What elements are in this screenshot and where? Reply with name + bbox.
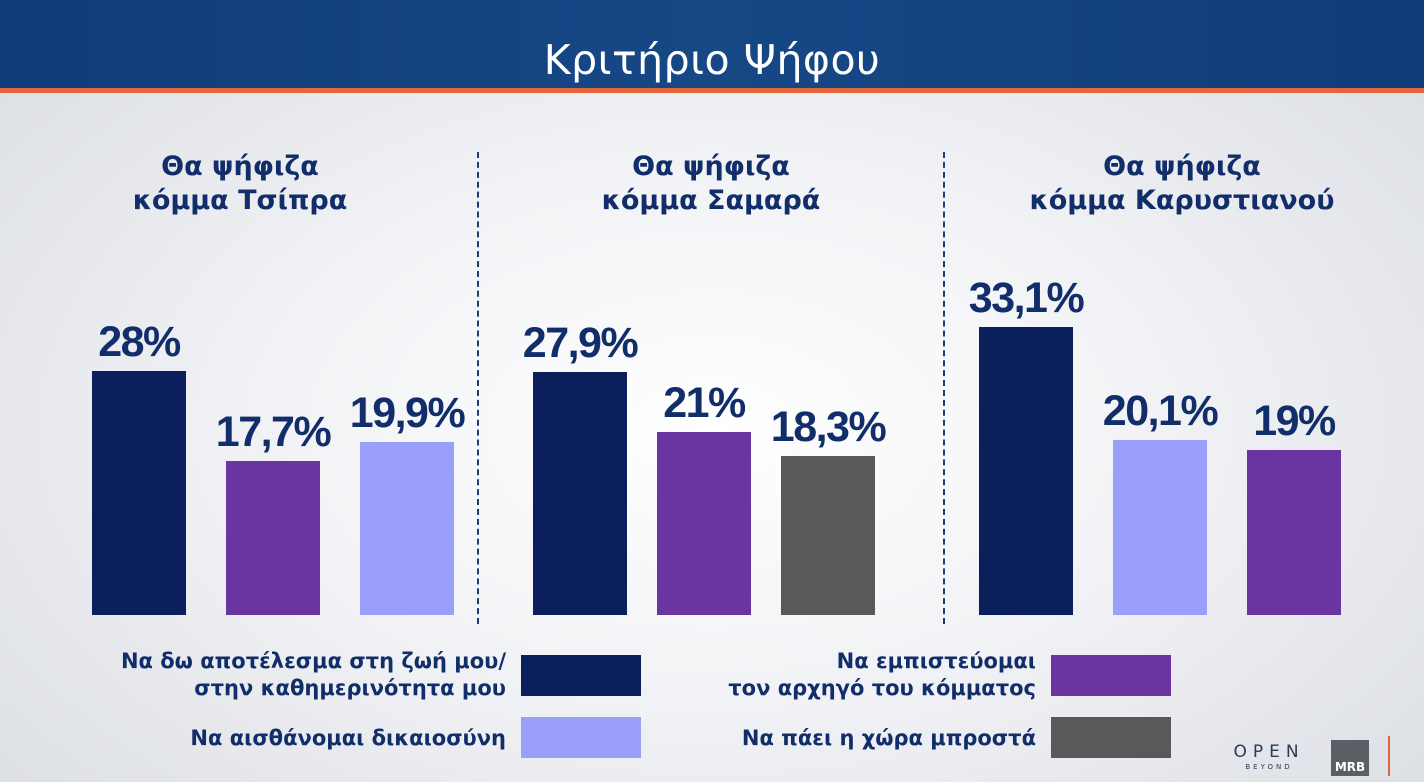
legend-swatch-country xyxy=(1051,717,1171,758)
legend-label-country: Να πάει η χώρα μπροστά xyxy=(742,725,1036,752)
legend-label-leader: Να εμπιστεύομαι τον αρχηγό του κόμματος xyxy=(728,648,1036,702)
header-banner xyxy=(0,0,1424,88)
panel-title-line1: Θα ψήφιζα xyxy=(632,151,790,182)
bar-value-label: 27,9% xyxy=(522,319,639,367)
bar-result xyxy=(979,327,1073,615)
bar-leader xyxy=(657,432,751,615)
beyond-logo-text: BEYOND xyxy=(1245,763,1293,771)
bar-leader xyxy=(226,461,320,615)
legend-label-justice: Να αισθάνομαι δικαιοσύνη xyxy=(190,725,506,752)
bar-justice xyxy=(1113,440,1207,615)
bar-leader xyxy=(1247,450,1341,615)
panel-title-line1: Θα ψήφιζα xyxy=(161,151,319,182)
legend-label-line1: Να εμπιστεύομαι xyxy=(836,649,1036,673)
panel-title-line2: κόμμα Καρυστιανού xyxy=(1029,185,1335,216)
panel-divider-1 xyxy=(477,152,479,624)
bar-value-label: 33,1% xyxy=(968,274,1085,322)
bar-value-label: 20,1% xyxy=(1102,387,1219,435)
panel-title-line2: κόμμα Σαμαρά xyxy=(601,185,821,216)
bar-value-label: 17,7% xyxy=(215,408,332,456)
bar-country xyxy=(781,456,875,615)
panel-divider-2 xyxy=(943,152,945,624)
bar-value-label: 19,9% xyxy=(349,389,466,437)
legend-swatch-result xyxy=(521,655,641,696)
legend-label-line2: τον αρχηγό του κόμματος xyxy=(728,676,1036,700)
legend-swatch-leader xyxy=(1051,655,1171,696)
bar-result xyxy=(533,372,627,615)
legend-swatch-justice xyxy=(521,717,641,758)
bar-result xyxy=(92,371,186,615)
bar-value-label: 28% xyxy=(98,318,181,366)
open-beyond-logo: OPEN BEYOND xyxy=(1229,742,1309,776)
legend-label-line2: στην καθημερινότητα μου xyxy=(194,676,506,700)
open-logo-text: OPEN xyxy=(1233,742,1305,762)
legend-label-line1: Να πάει η χώρα μπροστά xyxy=(741,726,1036,750)
bar-justice xyxy=(360,442,454,615)
legend-label-line1: Να αισθάνομαι δικαιοσύνη xyxy=(190,726,506,750)
panel-title-1: Θα ψήφιζα κόμμα Τσίπρα xyxy=(20,150,460,218)
panel-title-line1: Θα ψήφιζα xyxy=(1103,151,1261,182)
header-accent-stripe xyxy=(0,88,1424,93)
legend-label-result: Να δω αποτέλεσμα στη ζωή μου/στην καθημε… xyxy=(121,648,506,702)
bar-value-label: 21% xyxy=(663,379,746,427)
legend-label-line1: Να δω αποτέλεσμα στη ζωή μου/ xyxy=(120,649,506,673)
logo-separator xyxy=(1388,736,1390,776)
page-title: Κριτήριο Ψήφου xyxy=(543,36,881,84)
panel-title-2: Θα ψήφιζα κόμμα Σαμαρά xyxy=(491,150,931,218)
bar-value-label: 19% xyxy=(1253,397,1336,445)
bar-value-label: 18,3% xyxy=(770,403,887,451)
mrb-logo: MRB xyxy=(1331,740,1369,776)
panel-title-line2: κόμμα Τσίπρα xyxy=(132,185,348,216)
panel-title-3: Θα ψήφιζα κόμμα Καρυστιανού xyxy=(962,150,1402,218)
